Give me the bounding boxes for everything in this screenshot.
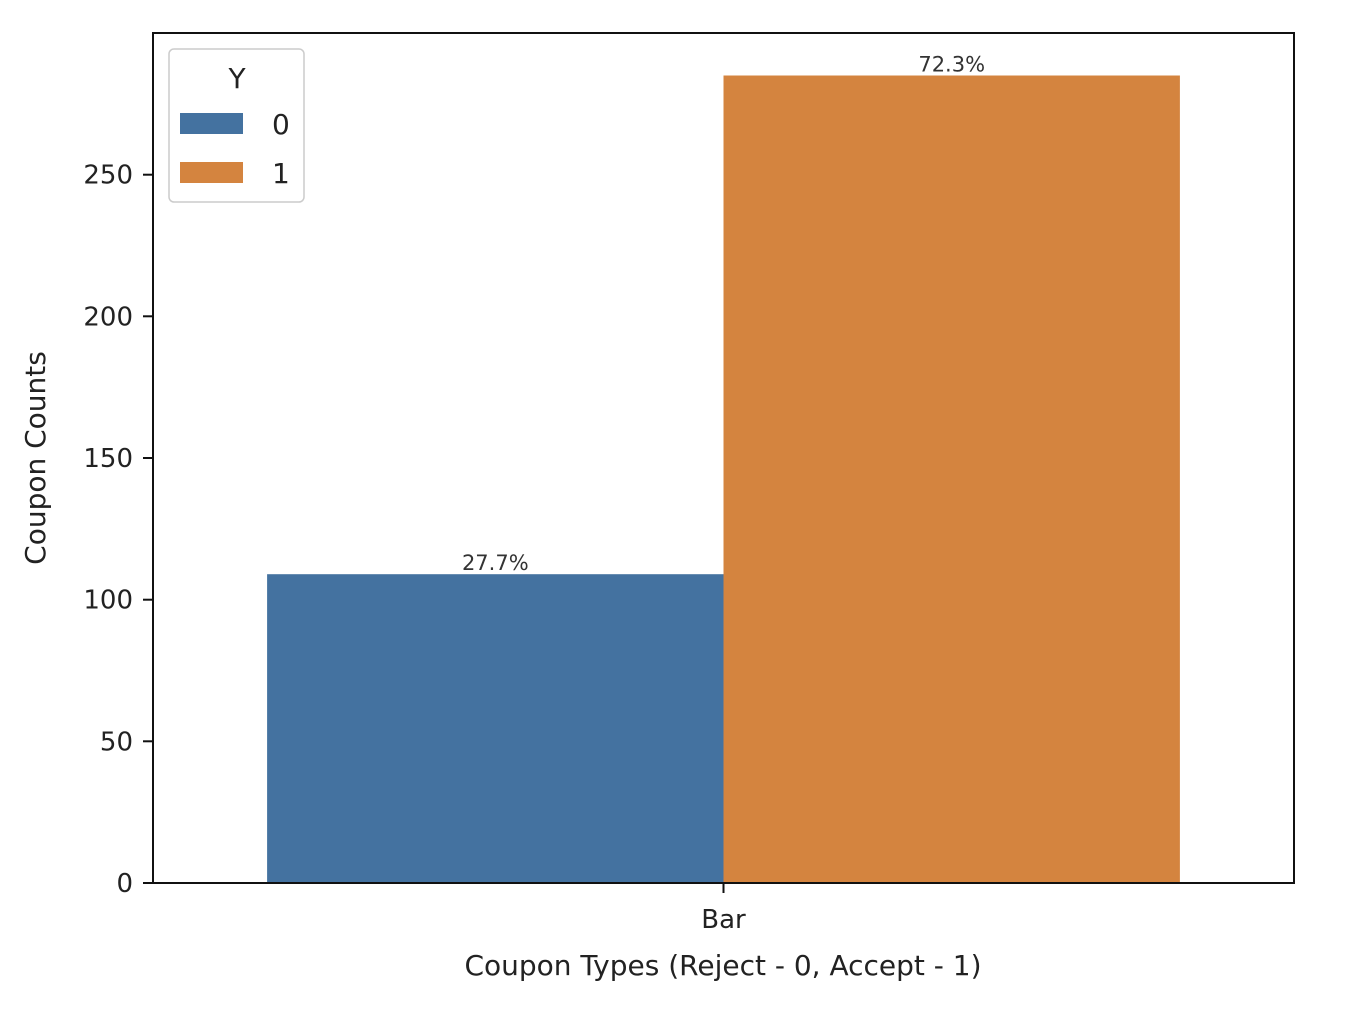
x-tick-label: Bar (701, 905, 746, 935)
plot-frame (152, 32, 1295, 884)
y-axis-ticks: 0 50 100 150 200 250 (83, 161, 153, 899)
y-tick-label: 250 (83, 161, 133, 191)
data-label-series-0: 27.7% (462, 551, 529, 575)
y-tick-label: 50 (100, 727, 133, 757)
legend-swatch-1 (180, 162, 243, 183)
y-tick-label: 150 (83, 444, 133, 474)
x-axis-ticks: Bar (701, 883, 746, 935)
bar-series-1 (723, 75, 1180, 883)
data-labels-group: 27.7% 72.3% (462, 53, 985, 576)
legend-label-1: 1 (272, 157, 290, 190)
legend: Y 0 1 (168, 48, 305, 203)
y-tick-label: 200 (83, 302, 133, 332)
x-axis-label: Coupon Types (Reject - 0, Accept - 1) (464, 949, 981, 982)
legend-swatch-0 (180, 113, 243, 134)
legend-title: Y (227, 62, 246, 95)
bars-group (267, 75, 1180, 883)
y-tick-label: 0 (116, 869, 133, 899)
y-tick-label: 100 (83, 586, 133, 616)
y-axis-label: Coupon Counts (19, 351, 52, 565)
data-label-series-1: 72.3% (918, 53, 985, 77)
legend-label-0: 0 (272, 108, 290, 141)
bar-series-0 (267, 574, 724, 883)
